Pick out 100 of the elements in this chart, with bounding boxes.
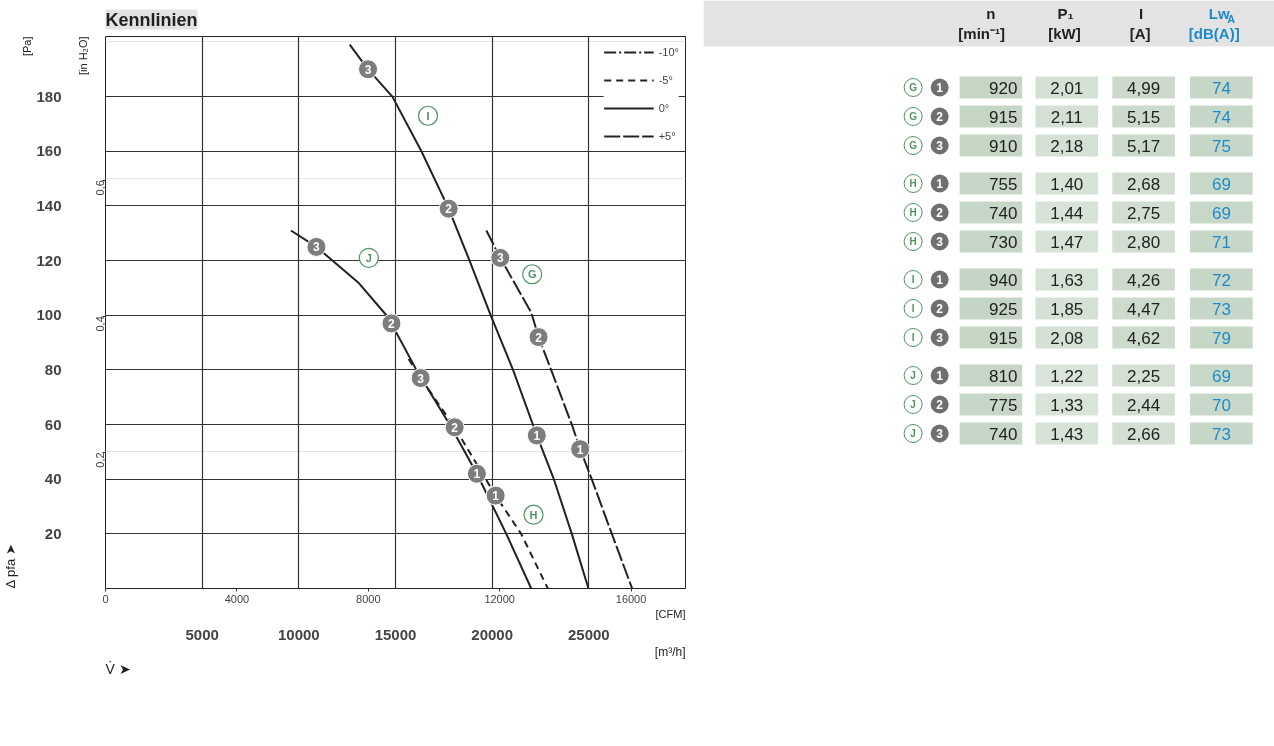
text: Δ pfa ➤ <box>2 544 18 589</box>
data-label: 915 <box>989 328 1018 348</box>
y-tick-label: G <box>909 111 918 122</box>
data-label: 73 <box>1211 424 1231 444</box>
y-tick-label: 180 <box>36 87 62 105</box>
data-label: 1,47 <box>1050 232 1084 252</box>
text: V̇ ➤ <box>105 660 131 677</box>
x-tick-label: n [min⁻¹] <box>958 5 1005 42</box>
y-tick-label: J <box>910 428 916 439</box>
y2-tick-label: 0,6 <box>94 180 107 196</box>
y-tick-label: 120 <box>36 251 62 269</box>
y2-tick-label: 1 <box>936 81 944 95</box>
data-label: 925 <box>989 299 1018 319</box>
y2-tick-label: 2 <box>936 206 944 220</box>
y-tick-label: 80 <box>44 360 62 378</box>
y-tick-label: I <box>911 303 915 314</box>
y-tick-label: 160 <box>36 142 62 160</box>
series-label: 3 <box>496 251 504 266</box>
x-tick-label: I [A] <box>1129 5 1151 42</box>
x-tick-label: 5000 <box>185 625 219 643</box>
y-axis-title: [Pa] <box>20 36 33 57</box>
y2-tick-label: 2 <box>936 110 944 124</box>
text: 3 <box>417 371 424 386</box>
data-label: 69 <box>1211 203 1231 223</box>
data-label: 79 <box>1211 328 1231 348</box>
data-label: 75 <box>1211 136 1231 156</box>
chart-title: Kennlinien <box>105 9 198 30</box>
x2-tick-label: 16000 <box>615 592 647 605</box>
line-series <box>348 43 590 589</box>
data-label: 740 <box>989 203 1018 223</box>
y-tick-label: J <box>910 399 916 410</box>
y-tick-label: H <box>909 207 917 218</box>
category-label: 2 <box>535 330 542 345</box>
y-tick-label: G <box>909 82 918 93</box>
data-label: 4,99 <box>1127 78 1161 98</box>
y-tick-label: 100 <box>36 306 62 324</box>
y2-tick-label: 1 <box>936 369 944 383</box>
data-label: 910 <box>989 136 1018 156</box>
data-label: 2,18 <box>1050 136 1084 156</box>
data-label: 2,44 <box>1127 395 1161 415</box>
legend-label: -5° <box>658 74 674 86</box>
y-tick-label: H <box>909 236 917 247</box>
data-label: 1,44 <box>1050 203 1084 223</box>
data-label: 2,01 <box>1050 78 1084 98</box>
data-label: 740 <box>989 424 1018 444</box>
data-label: 940 <box>989 270 1018 290</box>
data-label: 5,15 <box>1127 107 1161 127</box>
data-label: 5,17 <box>1127 136 1161 156</box>
legend-label: 0° <box>658 102 671 114</box>
y-tick-label: I <box>911 332 915 343</box>
data-label: 4,26 <box>1127 270 1161 290</box>
x-tick-label: 10000 <box>277 625 320 643</box>
data-label: 73 <box>1211 299 1231 319</box>
data-label: 4,47 <box>1127 299 1161 319</box>
data-label: 2,80 <box>1127 232 1161 252</box>
data-label: 69 <box>1211 174 1231 194</box>
x-tick-label: 25000 <box>567 625 610 643</box>
annotation: H <box>529 508 538 521</box>
y2-tick-label: 0,2 <box>94 452 107 468</box>
y2-tick-label: 3 <box>936 139 944 153</box>
y2-tick-label: 3 <box>313 240 321 255</box>
x-tick-label: 20000 <box>471 625 514 643</box>
data-label: 1,63 <box>1050 270 1084 290</box>
data-label: 72 <box>1211 270 1231 290</box>
text: 3 <box>936 235 944 249</box>
category-label: 3 <box>364 62 372 77</box>
data-label: 1,85 <box>1050 299 1084 319</box>
legend-label: -10° <box>658 46 679 58</box>
data-label: 1,22 <box>1050 366 1084 386</box>
annotation: I <box>426 109 430 122</box>
x-tick-label: P₁ [kW] <box>1048 5 1081 42</box>
data-label: 1,33 <box>1050 395 1084 415</box>
data-label: 74 <box>1211 107 1231 127</box>
annotation: G <box>527 268 537 281</box>
text: 2 <box>451 420 459 435</box>
text: 2 <box>936 302 944 316</box>
data-label: 69 <box>1211 366 1231 386</box>
x2-tick-label: 4000 <box>224 592 250 605</box>
y2-tick-label: 2 <box>388 316 396 331</box>
data-label: 1,40 <box>1050 174 1084 194</box>
data-label: 1,43 <box>1050 424 1084 444</box>
legend-label: +5° <box>658 130 677 142</box>
y2-tick-label: 3 <box>936 331 944 345</box>
data-label: 2,66 <box>1127 424 1161 444</box>
data-label: 70 <box>1211 395 1231 415</box>
x2-tick-label: 12000 <box>484 592 515 605</box>
y-tick-label: 20 <box>44 524 62 542</box>
y-tick-label: G <box>909 140 918 151</box>
data-label: 2,25 <box>1127 366 1161 386</box>
y-tick-label: J <box>910 370 916 381</box>
y2-tick-label: 1 <box>936 273 944 287</box>
data-label: 4,62 <box>1127 328 1161 348</box>
y2-tick-label: 3 <box>936 427 944 441</box>
data-label: 2,08 <box>1050 328 1084 348</box>
y2-tick-label: 2 <box>936 398 944 412</box>
y-tick-label: H <box>909 178 917 189</box>
data-label: 920 <box>989 78 1018 98</box>
data-label: 775 <box>989 395 1018 415</box>
y-tick-label: 140 <box>36 196 62 214</box>
y-tick-label: 40 <box>44 470 62 488</box>
